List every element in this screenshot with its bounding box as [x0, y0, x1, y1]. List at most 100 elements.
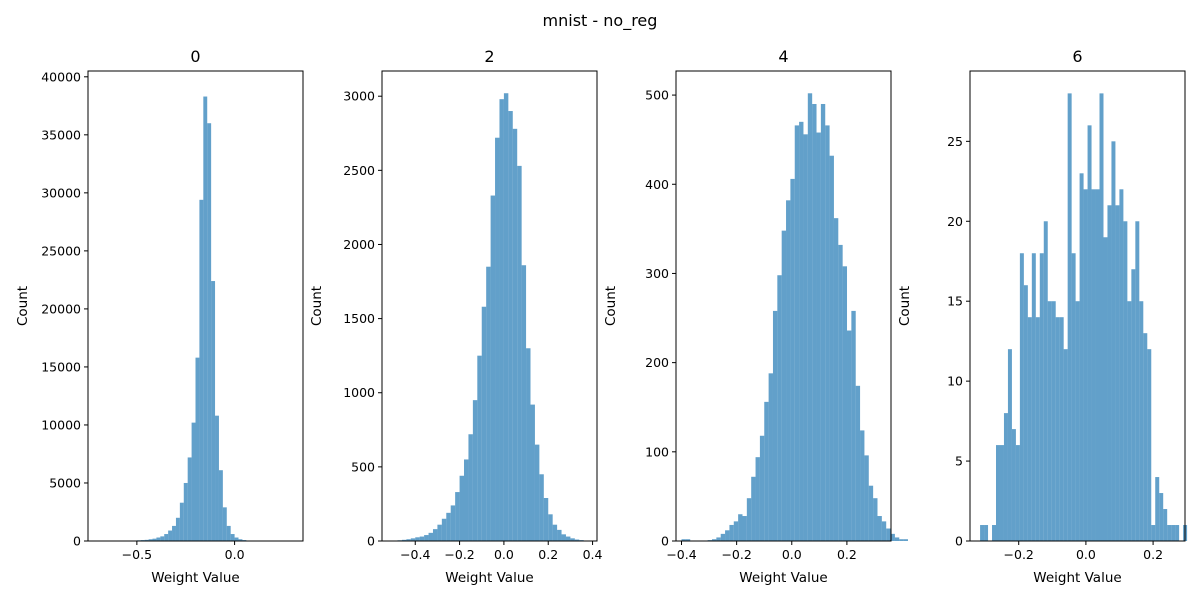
- plot-frame: [381, 70, 598, 542]
- histogram-bar: [903, 539, 908, 541]
- histogram-bar: [144, 539, 149, 541]
- histogram-bar: [459, 475, 465, 541]
- histogram-bar: [1063, 349, 1068, 541]
- subplot-title: 2: [484, 47, 494, 66]
- histogram-bar: [1003, 413, 1008, 541]
- y-tick-label: 25: [947, 134, 963, 149]
- y-tick-label: 1000: [343, 385, 375, 400]
- histogram-bar: [1039, 253, 1044, 541]
- histogram-bar: [1087, 125, 1092, 541]
- x-axis-label: Weight Value: [151, 570, 239, 586]
- x-tick-label: 0.0: [1076, 547, 1096, 562]
- histogram-bar: [725, 530, 730, 541]
- histogram-bar: [160, 536, 165, 541]
- x-tick-label: −0.5: [122, 547, 152, 562]
- x-axis-label: Weight Value: [1033, 570, 1121, 586]
- histogram-bar: [755, 457, 760, 541]
- histogram-bar: [234, 537, 239, 541]
- histogram-bar: [455, 492, 460, 541]
- histogram-bar: [574, 539, 580, 541]
- histogram-bar: [168, 530, 173, 541]
- histogram-bar: [179, 502, 184, 541]
- subplot-3: −0.4 −0.2 0.0 0.2 0 100 200 300 400 500 4 Weight Va…: [603, 47, 908, 586]
- histogram-bar: [829, 155, 834, 541]
- histogram-bar: [812, 103, 817, 541]
- histogram-bar: [881, 521, 887, 541]
- histogram-bar: [432, 529, 438, 541]
- histogram-bar: [768, 373, 773, 541]
- y-tick-label: 0: [73, 534, 81, 549]
- x-tick-label: −0.2: [444, 547, 474, 562]
- y-axis-label: Count: [15, 286, 31, 326]
- y-axis-label: Count: [603, 286, 619, 326]
- histogram-bar: [886, 528, 891, 541]
- histogram-bar: [1163, 509, 1168, 541]
- x-tick-label: −0.2: [1004, 547, 1034, 562]
- x-tick-label: 0.0: [782, 547, 802, 562]
- y-tick-label: 25000: [41, 243, 81, 258]
- histogram-bar: [733, 521, 739, 541]
- histogram-bar: [1123, 221, 1128, 542]
- histogram-bar: [152, 538, 157, 541]
- histogram-bar: [1023, 285, 1028, 541]
- histogram-bar: [820, 103, 826, 541]
- histogram-bar: [1015, 445, 1020, 541]
- histogram-bar: [1075, 301, 1080, 541]
- histogram-bar: [685, 539, 691, 541]
- histogram-bar: [1175, 525, 1180, 541]
- histogram-bar: [868, 485, 874, 541]
- histogram-bar: [980, 525, 985, 541]
- histogram-bar: [481, 306, 487, 541]
- plot-frame: [87, 70, 304, 542]
- histogram-bar: [508, 111, 513, 541]
- histogram-bar: [215, 415, 219, 541]
- y-tick-label: 500: [351, 459, 375, 474]
- y-tick-label: 400: [645, 177, 669, 192]
- histogram-bar: [1043, 221, 1048, 542]
- histogram-bar: [894, 537, 900, 541]
- subplot-2: −0.4 −0.2 0.0 0.2 0.4 0 500 1000 1500 2000 2500 300…: [309, 47, 603, 586]
- histogram-bar: [503, 93, 509, 541]
- y-tick-label: 5000: [49, 475, 81, 490]
- histogram-bar: [996, 445, 1000, 541]
- histogram-bar: [211, 281, 216, 541]
- histogram-bar: [187, 457, 192, 541]
- histogram-bar: [230, 534, 235, 541]
- plot-frame: [675, 70, 892, 542]
- histogram-bar: [548, 514, 553, 541]
- histogram-bar: [437, 524, 442, 541]
- histogram-bar: [1107, 205, 1112, 542]
- histogram-bar: [1159, 493, 1164, 541]
- histogram-bar: [751, 476, 756, 541]
- histogram-bar: [517, 165, 522, 541]
- histogram-bar: [530, 404, 535, 541]
- histogram-bar: [860, 430, 865, 541]
- y-tick-label: 20: [947, 214, 963, 229]
- y-axis-label: Count: [309, 286, 325, 326]
- histogram-bar: [720, 533, 726, 541]
- histogram-bar: [746, 498, 752, 541]
- histogram-bar: [803, 134, 808, 541]
- x-axis-label: Weight Value: [445, 570, 533, 586]
- y-tick-label: 0: [661, 534, 669, 549]
- histogram-bar: [764, 401, 769, 541]
- subplot-4: −0.2 0.0 0.2 0 5 10 15 20 25 6 Weight Value Count: [897, 47, 1188, 586]
- histogram-bar: [890, 533, 895, 541]
- histogram-bar: [446, 512, 451, 541]
- histogram-bar: [441, 518, 447, 541]
- x-tick-label: 0.2: [538, 547, 558, 562]
- x-axis-label: Weight Value: [739, 570, 827, 586]
- histogram-bar: [499, 99, 504, 541]
- histogram-bar: [873, 498, 878, 541]
- histogram-bar: [464, 459, 469, 541]
- histogram-bar: [1011, 429, 1016, 541]
- histogram-bar: [203, 96, 208, 542]
- y-tick-label: 15000: [41, 359, 81, 374]
- histogram-bar: [526, 348, 531, 541]
- histogram-bar: [1091, 189, 1096, 541]
- histogram-bar: [199, 199, 204, 541]
- histogram-bar: [799, 121, 804, 542]
- histogram-bar: [1079, 173, 1084, 541]
- histogram-bar: [570, 538, 575, 541]
